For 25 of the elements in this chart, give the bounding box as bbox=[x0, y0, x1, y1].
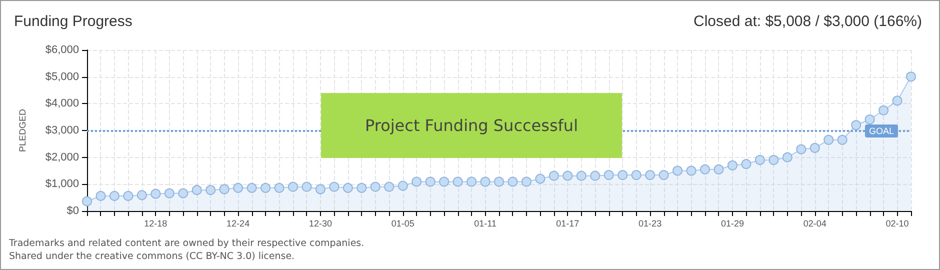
x-tick-label: 01-29 bbox=[720, 218, 744, 228]
banner: Project Funding Successful bbox=[321, 93, 622, 158]
x-tick-label: 12-30 bbox=[308, 218, 332, 228]
x-tick-label: 01-23 bbox=[638, 218, 662, 228]
x-tick-label: 01-17 bbox=[556, 218, 580, 228]
x-tick-label: 12-24 bbox=[226, 218, 250, 228]
y-tick-label: $4,000 bbox=[45, 98, 79, 110]
chart-title: Funding Progress bbox=[14, 13, 132, 30]
text: Trademarks and related content are owned by their respective companies. bbox=[9, 238, 364, 249]
y-tick-label: $2,000 bbox=[45, 151, 79, 164]
y-tick-label: $6,000 bbox=[45, 44, 79, 56]
x-tick-label: 02-10 bbox=[886, 218, 909, 228]
x-tick-label: 12-18 bbox=[144, 218, 168, 228]
y-tick-label: $5,000 bbox=[45, 70, 79, 83]
y-tick-label: $3,000 bbox=[45, 124, 79, 136]
x-tick-label: 02-04 bbox=[803, 218, 826, 228]
y-axis-title: PLEDGED bbox=[18, 108, 28, 152]
text: Shared under the creative commons (CC BY-NC 3.0) license. bbox=[9, 251, 295, 262]
y-tick-label: $1,000 bbox=[45, 178, 79, 190]
ref-line-label: GOAL bbox=[868, 126, 894, 136]
x-tick-label: 01-11 bbox=[474, 218, 496, 228]
y-tick-label: $0 bbox=[66, 205, 79, 217]
annotation: Project Funding Successful bbox=[364, 116, 578, 135]
chart-subtitle: Closed at: $5,008 / $3,000 (166%) bbox=[694, 13, 922, 30]
x-tick-label: 01-05 bbox=[391, 218, 414, 228]
